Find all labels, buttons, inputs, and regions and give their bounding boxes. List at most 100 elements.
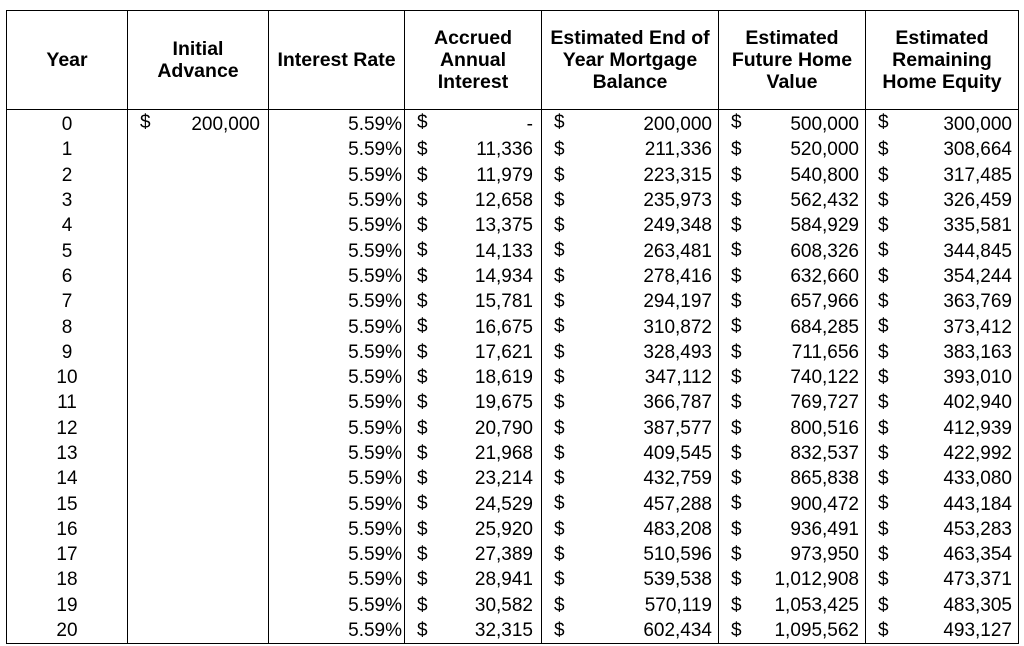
- accrued-interest-cell: $32,315: [404, 617, 542, 645]
- year-cell: 14: [6, 466, 128, 492]
- interest-rate-cell: 5.59%: [268, 491, 405, 517]
- home-value-cell: $520,000: [718, 137, 866, 163]
- mortgage-balance-value: 570,119: [644, 594, 712, 616]
- year-cell: 19: [6, 592, 128, 618]
- mortgage-balance-cell: $310,872: [541, 314, 719, 340]
- currency-symbol: $: [878, 493, 889, 515]
- home-value-cell: $800,516: [718, 415, 866, 441]
- initial-advance-cell: $200,000: [127, 109, 269, 138]
- mortgage-balance-value: 483,208: [643, 518, 712, 540]
- accrued-interest-value: 19,675: [474, 392, 533, 414]
- home-equity-cell: $373,412: [865, 314, 1019, 340]
- home-value-value: 973,950: [790, 544, 859, 566]
- table-row: 8 5.59% $16,675 $310,872 $684,285 $373,412: [6, 314, 1019, 340]
- initial-advance-cell: [127, 162, 269, 188]
- accrued-interest-cell: $11,336: [404, 137, 542, 163]
- home-equity-cell: $317,485: [865, 162, 1019, 188]
- home-equity-cell: $443,184: [865, 491, 1019, 517]
- currency-symbol: $: [417, 265, 428, 287]
- currency-symbol: $: [731, 189, 742, 211]
- home-value-value: 540,800: [790, 164, 859, 186]
- mortgage-balance-value: 457,288: [643, 493, 712, 515]
- currency-symbol: $: [731, 442, 742, 464]
- interest-rate-cell: 5.59%: [268, 289, 405, 315]
- year-cell: 9: [6, 339, 128, 365]
- initial-advance-cell: [127, 466, 269, 492]
- currency-symbol: $: [731, 240, 742, 262]
- home-value-cell: $1,053,425: [718, 592, 866, 618]
- accrued-interest-cell: $24,529: [404, 491, 542, 517]
- mortgage-balance-value: 409,545: [643, 443, 712, 464]
- currency-symbol: $: [417, 164, 428, 186]
- home-equity-value: 463,354: [943, 544, 1012, 566]
- currency-symbol: $: [417, 544, 428, 566]
- currency-symbol: $: [878, 569, 889, 591]
- currency-symbol: $: [731, 468, 742, 490]
- mortgage-balance-cell: $570,119: [541, 592, 719, 618]
- currency-symbol: $: [417, 518, 428, 540]
- currency-symbol: $: [878, 417, 889, 439]
- home-equity-cell: $335,581: [865, 213, 1019, 239]
- mortgage-balance-value: 328,493: [643, 341, 712, 363]
- initial-advance-cell: [127, 213, 269, 239]
- table-row: 16 5.59% $25,920 $483,208 $936,491 $453,283: [6, 516, 1019, 543]
- mortgage-balance-value: 432,759: [643, 468, 712, 490]
- initial-advance-value: 200,000: [191, 114, 260, 136]
- mortgage-balance-value: 510,596: [643, 544, 712, 566]
- currency-symbol: $: [878, 619, 889, 641]
- home-equity-value: 344,845: [943, 240, 1012, 262]
- home-equity-cell: $354,244: [865, 263, 1019, 290]
- currency-symbol: $: [731, 569, 742, 591]
- currency-symbol: $: [731, 594, 742, 616]
- home-value-value: 936,491: [790, 518, 859, 540]
- currency-symbol: $: [731, 112, 742, 133]
- header-home-value-label: Estimated Future Home Value: [731, 27, 853, 93]
- table-body: 0 $200,000 5.59% $ - $200,000 $500,000 $300,000…: [6, 109, 1019, 645]
- currency-symbol: $: [554, 594, 565, 616]
- initial-advance-cell: [127, 289, 269, 315]
- table-row: 11 5.59% $19,675 $366,787 $769,727 $402,940: [6, 390, 1019, 416]
- home-value-value: 520,000: [790, 139, 859, 161]
- home-value-cell: $936,491: [718, 516, 866, 543]
- currency-symbol: $: [554, 468, 565, 490]
- home-value-cell: $540,800: [718, 162, 866, 188]
- home-value-value: 584,929: [790, 215, 859, 237]
- home-value-value: 832,537: [790, 443, 859, 464]
- home-equity-value: 354,244: [943, 265, 1012, 287]
- currency-symbol: $: [417, 417, 428, 439]
- initial-advance-cell: [127, 516, 269, 543]
- mortgage-balance-value: 200,000: [643, 114, 712, 136]
- currency-symbol: $: [731, 164, 742, 186]
- home-equity-value: 300,000: [943, 114, 1012, 136]
- currency-symbol: $: [878, 442, 889, 464]
- home-value-cell: $500,000: [718, 109, 866, 138]
- year-cell: 0: [6, 109, 128, 138]
- interest-rate-cell: 5.59%: [268, 466, 405, 492]
- home-value-value: 608,326: [790, 240, 859, 262]
- currency-symbol: $: [554, 341, 565, 363]
- accrued-interest-value: 17,621: [474, 341, 533, 363]
- table-row: 19 5.59% $30,582 $570,119 $1,053,425 $483,305: [6, 592, 1019, 618]
- currency-symbol: $: [731, 316, 742, 338]
- home-value-cell: $657,966: [718, 289, 866, 315]
- mortgage-balance-value: 366,787: [643, 392, 712, 414]
- mortgage-balance-value: 294,197: [643, 291, 712, 313]
- home-equity-cell: $308,664: [865, 137, 1019, 163]
- mortgage-balance-value: 278,416: [643, 265, 712, 287]
- mortgage-table-sheet: Year Initial Advance Interest Rate Accru…: [6, 10, 1019, 645]
- mortgage-balance-cell: $249,348: [541, 213, 719, 239]
- home-equity-value: 317,485: [943, 164, 1012, 186]
- home-value-cell: $1,095,562: [718, 617, 866, 645]
- home-equity-value: 453,283: [943, 518, 1012, 540]
- header-accrued-interest: Accrued Annual Interest: [404, 10, 542, 110]
- accrued-interest-cell: $15,781: [404, 289, 542, 315]
- table-row: 17 5.59% $27,389 $510,596 $973,950 $463,354: [6, 542, 1019, 568]
- home-value-value: 562,432: [790, 190, 859, 212]
- interest-rate-cell: 5.59%: [268, 516, 405, 543]
- currency-symbol: $: [878, 316, 889, 338]
- home-value-value: 800,516: [790, 417, 859, 439]
- home-equity-value: 422,992: [943, 443, 1012, 464]
- mortgage-balance-cell: $457,288: [541, 491, 719, 517]
- currency-symbol: $: [554, 316, 565, 338]
- accrued-interest-value: 16,675: [474, 316, 533, 338]
